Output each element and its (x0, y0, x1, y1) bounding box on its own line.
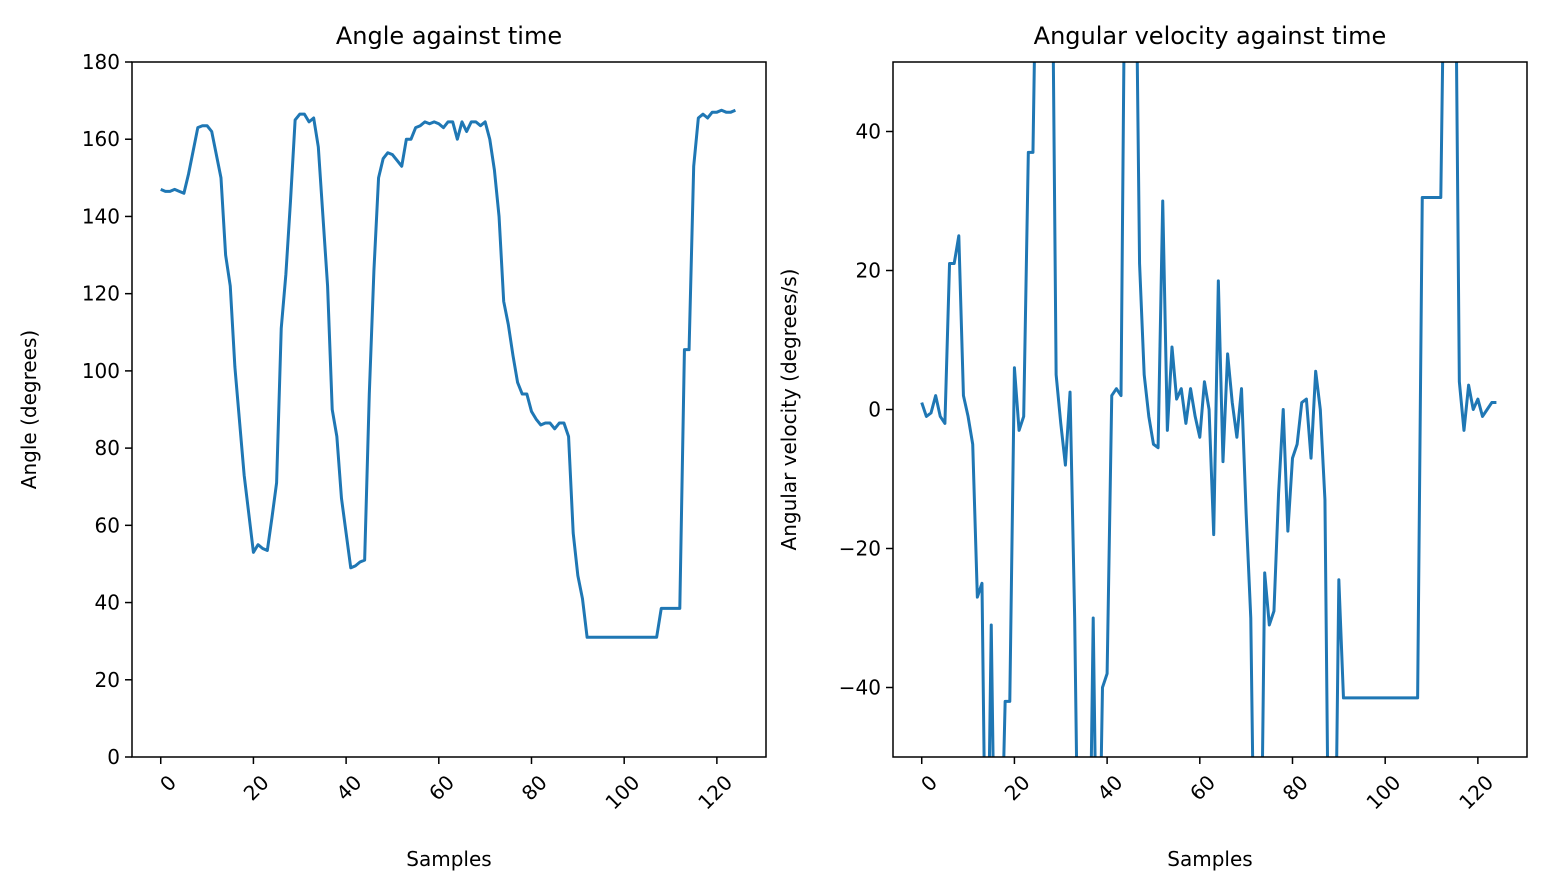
subplot: Angle against time Samples Angle (degrees)… (17, 22, 767, 871)
x-tick-label: 0 (916, 770, 942, 796)
y-axis-label: Angular velocity (degrees/s) (777, 269, 801, 551)
x-tick-label: 80 (517, 770, 552, 805)
y-tick-label: 140 (82, 204, 120, 228)
x-tick-label: 100 (1361, 770, 1405, 814)
x-tick-label: 0 (155, 770, 181, 796)
x-tick-label: 20 (239, 770, 274, 805)
y-tick-label: −40 (839, 676, 881, 700)
y-tick-label: 100 (82, 359, 120, 383)
y-tick-label: 160 (82, 127, 120, 151)
x-tick-label: 60 (424, 770, 459, 805)
y-tick-label: 0 (107, 745, 120, 769)
y-tick-label: 60 (95, 513, 120, 537)
y-axis-label: Angle (degrees) (17, 330, 41, 489)
subplot: Angular velocity against time Samples Angu… (777, 22, 1528, 871)
y-tick-label: 80 (95, 436, 120, 460)
x-tick-label: 120 (693, 770, 737, 814)
data-line (160, 108, 736, 639)
x-axis-label: Samples (406, 847, 491, 871)
chart-title: Angle against time (336, 22, 562, 50)
chart-title: Angular velocity against time (1034, 22, 1387, 50)
x-tick-label: 40 (331, 770, 366, 805)
y-tick-label: 180 (82, 50, 120, 74)
plot-frame (892, 61, 1528, 758)
x-tick-label: 60 (1185, 770, 1220, 805)
y-tick-label: 0 (868, 398, 881, 422)
x-tick-label: 20 (1000, 770, 1035, 805)
plot-frame (131, 61, 767, 758)
y-tick-label: 20 (856, 259, 881, 283)
x-axis-label: Samples (1167, 847, 1252, 871)
x-tick-label: 120 (1454, 770, 1498, 814)
data-line (920, 62, 1497, 757)
y-tick-label: 40 (856, 120, 881, 144)
x-tick-label: 100 (600, 770, 644, 814)
y-tick-label: 40 (95, 591, 120, 615)
y-tick-label: 120 (82, 282, 120, 306)
y-tick-label: 20 (95, 668, 120, 692)
x-tick-label: 40 (1092, 770, 1127, 805)
x-tick-label: 80 (1278, 770, 1313, 805)
y-tick-label: −20 (839, 537, 881, 561)
